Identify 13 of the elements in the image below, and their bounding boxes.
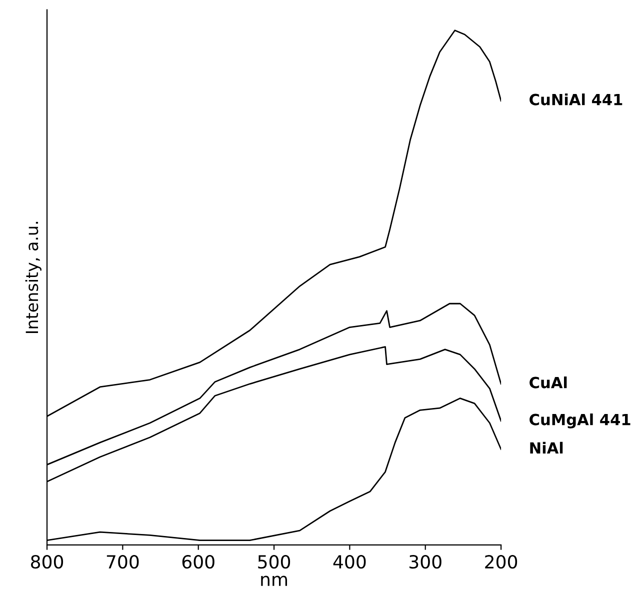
series-label: CuAl: [530, 376, 567, 388]
series-label: CuNiAl 441: [530, 93, 622, 106]
x-tick-label: 800: [31, 555, 64, 569]
series-label: NiAl: [530, 442, 563, 454]
y-axis-title: Intensity, a.u.: [25, 222, 42, 333]
x-axis-title: nm: [261, 576, 288, 586]
series-label: CuMgAl 441: [530, 413, 630, 428]
x-tick-label: 600: [182, 555, 214, 569]
x-tick-label: 400: [333, 555, 366, 569]
x-tick-label: 700: [106, 555, 139, 569]
x-tick-label: 500: [258, 555, 290, 569]
x-tick-label: 300: [410, 555, 442, 569]
x-tick-label: 200: [485, 555, 518, 569]
